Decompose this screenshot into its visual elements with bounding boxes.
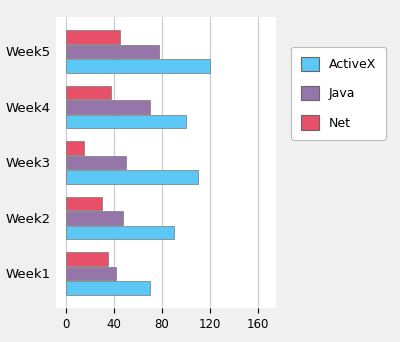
Bar bbox=[66, 170, 198, 184]
Bar bbox=[66, 100, 150, 114]
Bar bbox=[66, 267, 116, 280]
Legend: ActiveX, Java, Net: ActiveX, Java, Net bbox=[291, 47, 386, 140]
Bar bbox=[66, 30, 120, 44]
Bar bbox=[66, 197, 102, 210]
Bar bbox=[66, 141, 84, 155]
Bar bbox=[66, 211, 123, 225]
Bar bbox=[66, 45, 159, 58]
Bar bbox=[66, 156, 126, 169]
Bar bbox=[66, 115, 186, 128]
Bar bbox=[66, 281, 150, 294]
Bar bbox=[66, 226, 174, 239]
Bar bbox=[66, 59, 210, 73]
Bar bbox=[66, 86, 111, 99]
Bar bbox=[66, 252, 108, 266]
